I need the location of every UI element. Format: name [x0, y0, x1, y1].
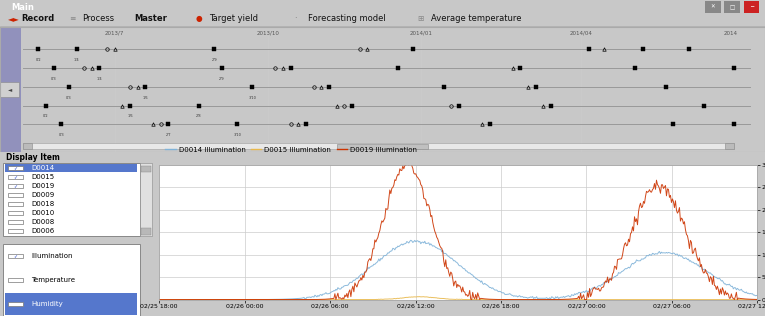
Text: ·: ·: [295, 15, 297, 23]
Bar: [5, 293, 137, 315]
Text: □: □: [730, 5, 734, 10]
Bar: [8, 166, 23, 170]
Text: 2013/7: 2013/7: [105, 31, 125, 36]
Bar: [23, 143, 32, 149]
Text: 2/7: 2/7: [165, 133, 171, 137]
Text: D0009: D0009: [31, 192, 54, 198]
Text: ◄►: ◄►: [8, 15, 19, 23]
Text: Target yield: Target yield: [209, 15, 258, 23]
Text: Process: Process: [83, 15, 115, 23]
Text: D0010: D0010: [31, 210, 54, 216]
Bar: [8, 175, 23, 179]
Text: 2013/10: 2013/10: [256, 31, 279, 36]
Text: Master: Master: [134, 15, 167, 23]
Text: 2/9: 2/9: [219, 77, 225, 81]
Text: ●: ●: [195, 15, 202, 23]
Bar: [8, 184, 23, 188]
Text: ◄: ◄: [8, 87, 12, 92]
Text: 0/3: 0/3: [58, 133, 64, 137]
Text: ✓: ✓: [14, 165, 18, 170]
Text: D0008: D0008: [31, 219, 54, 225]
Text: D0018: D0018: [31, 201, 54, 207]
Text: Illumination: Illumination: [31, 253, 73, 259]
Text: 0/3: 0/3: [66, 96, 72, 100]
Legend: D0014 Illumination, D0015 Illumination, D0019 Illumination: D0014 Illumination, D0015 Illumination, …: [163, 144, 419, 156]
Bar: [724, 2, 740, 13]
Text: 1/4: 1/4: [73, 58, 80, 62]
Text: ≡: ≡: [69, 15, 75, 23]
Bar: [142, 166, 151, 172]
Text: Main: Main: [11, 3, 34, 12]
Bar: [3, 163, 140, 235]
Bar: [337, 144, 428, 149]
Text: ✕: ✕: [711, 5, 715, 10]
Bar: [8, 302, 23, 306]
Text: 0/3: 0/3: [50, 77, 57, 81]
Text: 2/9: 2/9: [211, 58, 217, 62]
Bar: [0, 27, 21, 152]
Bar: [8, 254, 23, 258]
Text: 3/10: 3/10: [233, 133, 241, 137]
Bar: [744, 2, 759, 13]
Bar: [5, 164, 137, 172]
Bar: [23, 143, 734, 149]
Bar: [8, 211, 23, 215]
Text: ✓: ✓: [14, 253, 18, 258]
Bar: [8, 229, 23, 233]
Text: ✓: ✓: [14, 183, 18, 188]
Bar: [705, 2, 721, 13]
Text: Forecasting model: Forecasting model: [308, 15, 386, 23]
Text: Temperature: Temperature: [31, 277, 75, 283]
Bar: [725, 143, 734, 149]
Text: 0/2: 0/2: [43, 114, 49, 118]
Text: ✓: ✓: [14, 174, 18, 179]
Text: 2014: 2014: [724, 31, 737, 36]
Text: 2014/04: 2014/04: [570, 31, 593, 36]
Text: Display Item: Display Item: [6, 153, 60, 162]
Text: 1/6: 1/6: [142, 96, 148, 100]
Bar: [140, 163, 152, 235]
Text: D0019: D0019: [31, 183, 54, 189]
Text: D0015: D0015: [31, 174, 54, 180]
Text: D0014: D0014: [31, 165, 54, 171]
Text: 0/2: 0/2: [35, 58, 41, 62]
Text: ─: ─: [750, 5, 753, 10]
Bar: [8, 220, 23, 224]
Bar: [0, 82, 19, 97]
Text: ⊞: ⊞: [417, 15, 423, 23]
Bar: [8, 278, 23, 282]
Text: Humidity: Humidity: [31, 301, 63, 307]
Text: 2014/01: 2014/01: [409, 31, 432, 36]
Bar: [8, 193, 23, 197]
Text: 1/4: 1/4: [96, 77, 103, 81]
Text: 3/10: 3/10: [249, 96, 256, 100]
Text: 1/6: 1/6: [127, 114, 133, 118]
Text: 2/8: 2/8: [196, 114, 202, 118]
Bar: [3, 244, 140, 316]
Bar: [8, 202, 23, 206]
Text: Average temperature: Average temperature: [431, 15, 521, 23]
Bar: [142, 228, 151, 235]
Text: D0006: D0006: [31, 228, 54, 234]
Text: Record: Record: [21, 15, 54, 23]
